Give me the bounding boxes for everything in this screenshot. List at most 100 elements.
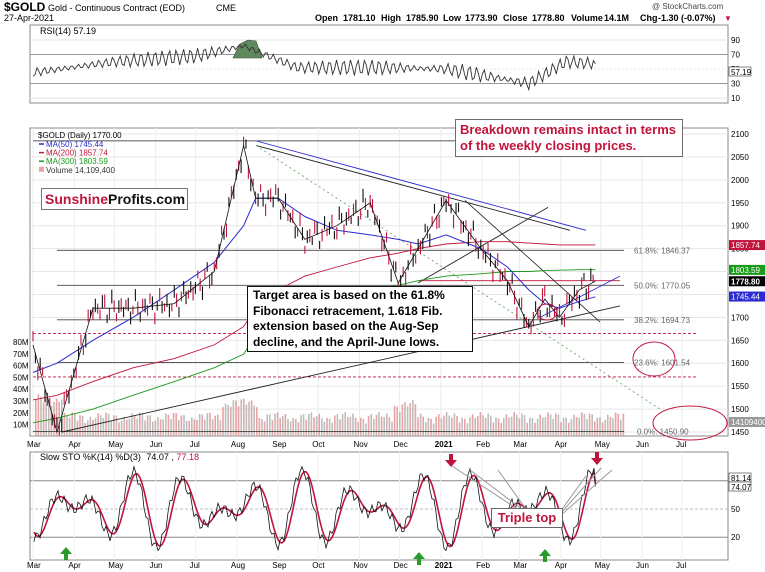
sto-tick-label: 50 — [731, 505, 740, 514]
month-label-bottom: Apr — [555, 561, 568, 570]
volume-tick-label: 30M — [13, 397, 29, 406]
sto-label-prefix: Slow STO %K(14) %D(3) — [40, 452, 141, 462]
volume-tick-label: 40M — [13, 385, 29, 394]
watermark-part1: Sunshine — [45, 191, 109, 207]
sto-tick-label: 20 — [731, 533, 740, 542]
volume-tick-label: 60M — [13, 362, 29, 371]
month-label: Jul — [676, 440, 686, 449]
sto-separator: , — [171, 452, 176, 462]
header-chg: -1.30 (-0.07%) — [658, 13, 716, 23]
header-close: 1778.80 — [532, 13, 565, 23]
legend-entry: MA(200) 1857.74 — [46, 149, 108, 158]
month-label: Dec — [393, 440, 407, 449]
volume-tick-label: 70M — [13, 350, 29, 359]
header-name: Gold - Continuous Contract (EOD) — [48, 3, 185, 13]
x-axis: Mar Apr May Jun Jul Aug Sep Oct Nov Dec 2021 Feb Mar… — [27, 440, 686, 449]
price-tick-label: 2000 — [731, 176, 749, 185]
sto-current-74: 74.07 — [731, 483, 752, 492]
header-high-label: High — [381, 13, 401, 23]
month-label-bottom: Apr — [68, 561, 81, 570]
month-label-bottom: Aug — [231, 561, 245, 570]
ma50-line — [32, 197, 596, 373]
fib-level-label: 50.0%: 1770.05 — [634, 281, 691, 290]
month-label: Jul — [190, 440, 200, 449]
price-tick-label: 1600 — [731, 359, 749, 368]
price-tick-label: 1450 — [731, 428, 749, 437]
x-axis-bottom: Mar Apr May Jun Jul Aug Sep Oct Nov Dec 2021 Feb Mar… — [27, 561, 686, 570]
target-ellipse-small — [632, 341, 676, 377]
month-label: Jun — [636, 440, 649, 449]
fib-level-label: 23.6%: 1601.54 — [634, 359, 691, 368]
month-label: Mar — [513, 440, 527, 449]
rsi-line — [32, 43, 596, 92]
month-label-bottom: Mar — [27, 561, 41, 570]
month-label-bottom: Oct — [312, 561, 325, 570]
header-symbol: $GOLD — [4, 0, 46, 14]
fib-level-label: 38.2%: 1694.73 — [634, 316, 691, 325]
month-label: Apr — [555, 440, 568, 449]
right-value-badge: 1745.44 — [731, 293, 760, 302]
right-value-badge: 1803.59 — [731, 266, 760, 275]
month-label: Apr — [68, 440, 81, 449]
volume-tick-label: 20M — [13, 409, 29, 418]
legend-entry: MA(50) 1745.44 — [46, 140, 104, 149]
header-date: 27-Apr-2021 — [4, 13, 54, 23]
sto-d-value: 77.18 — [176, 452, 199, 462]
month-label-bottom: Feb — [476, 561, 490, 570]
header-chg-arrow: ▼ — [724, 14, 732, 23]
watermark-part2: Profits.com — [108, 191, 186, 207]
month-label: Feb — [476, 440, 490, 449]
price-tick-label: 1700 — [731, 313, 749, 322]
header-chg-label: Chg — [640, 13, 658, 23]
price-tick-label: 2100 — [731, 130, 749, 139]
header-low-label: Low — [443, 13, 462, 23]
fib-level-label: 61.8%: 1846.37 — [634, 246, 691, 255]
sto-label: Slow STO %K(14) %D(3) 74.07 , 77.18 — [40, 452, 199, 462]
month-label: May — [595, 440, 610, 449]
volume-bars — [35, 394, 625, 436]
header-source: @ StockCharts.com — [652, 2, 724, 11]
sto-current-81: 81.14 — [731, 474, 752, 483]
fib-level-label: 0.0%: 1450.90 — [637, 428, 689, 437]
month-label-bottom: 2021 — [435, 561, 453, 570]
target-ellipse-large — [652, 405, 728, 441]
price-panel: 2100205020001950190018501800175017001650… — [13, 127, 765, 441]
triple-top-label: Triple top — [491, 508, 563, 528]
month-label: Nov — [354, 440, 368, 449]
month-label: Jun — [150, 440, 163, 449]
volume-tick-label: 10M — [13, 421, 29, 430]
header-close-label: Close — [503, 13, 528, 23]
month-label-bottom: Dec — [393, 561, 407, 570]
month-label-bottom: Jul — [190, 561, 200, 570]
month-label: Aug — [231, 440, 245, 449]
rsi-current-label: 57.19 — [731, 68, 752, 77]
sto-k-value: 74.07 — [146, 452, 169, 462]
header-open-label: Open — [315, 13, 338, 23]
price-tick-label: 1500 — [731, 405, 749, 414]
month-label: 2021 — [435, 440, 453, 449]
price-legend-title: $GOLD (Daily) 1770.00 — [38, 131, 122, 140]
rsi-panel: RSI(14) 57.19 9070503010 57.19 — [29, 24, 752, 104]
legend-entry: MA(300) 1803.59 — [46, 157, 108, 166]
buy-signal-arrow — [539, 549, 551, 562]
right-value-badge: 14109400 — [731, 418, 765, 427]
month-label-bottom: Jul — [676, 561, 686, 570]
price-tick-label: 2050 — [731, 153, 749, 162]
volume-tick-label: 80M — [13, 338, 29, 347]
right-value-badge: 1857.74 — [731, 241, 760, 250]
month-label: May — [108, 440, 123, 449]
target-area-callout: Target area is based on the 61.8% Fibona… — [247, 286, 473, 352]
ma200-line — [32, 241, 596, 401]
header-low: 1773.90 — [465, 13, 498, 23]
month-label: Sep — [272, 440, 287, 449]
header-volume: 14.1M — [604, 13, 629, 23]
sell-signal-arrow — [591, 452, 603, 465]
price-tick-label: 1950 — [731, 199, 749, 208]
month-label: Oct — [312, 440, 325, 449]
month-label-bottom: May — [595, 561, 610, 570]
buy-signal-arrow — [60, 547, 72, 560]
march-low-ellipse — [536, 303, 558, 321]
breakdown-callout: Breakdown remains intact in terms of the… — [455, 119, 683, 157]
legend-entry: Volume 14,109,400 — [46, 166, 115, 175]
sunshine-profits-watermark: SunshineProfits.com — [41, 188, 188, 210]
